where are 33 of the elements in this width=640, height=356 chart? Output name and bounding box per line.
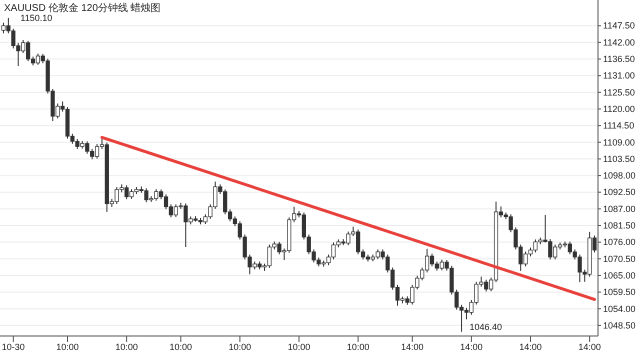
y-tick-label: 1098.00 bbox=[603, 170, 636, 181]
x-tick-label: 10:00 bbox=[115, 342, 138, 352]
y-tick-label: 1087.00 bbox=[603, 204, 636, 214]
x-tick-label: 14:00 bbox=[401, 342, 424, 352]
y-tick-label: 1131.00 bbox=[603, 70, 635, 81]
y-tick-label: 1120.00 bbox=[603, 104, 635, 114]
y-tick-label: 1092.50 bbox=[603, 187, 636, 198]
chart-title: XAUUSD 伦敦金 120分钟线 蜡烛图 bbox=[4, 2, 161, 14]
y-tick-label: 1114.50 bbox=[603, 120, 634, 131]
y-tick-label: 1081.50 bbox=[603, 220, 636, 231]
y-tick-label: 1136.50 bbox=[603, 54, 635, 64]
x-tick-label: 10:00 bbox=[346, 342, 370, 352]
y-tick-label: 1059.50 bbox=[603, 287, 636, 298]
y-tick-label: 1125.50 bbox=[603, 87, 635, 98]
y-tick-label: 1048.50 bbox=[603, 320, 636, 330]
annotation: 1150.10 bbox=[20, 12, 52, 23]
y-tick-label: 1076.00 bbox=[603, 237, 636, 248]
y-tick-label: 1054.00 bbox=[603, 304, 636, 314]
y-tick-label: 1070.50 bbox=[603, 254, 636, 264]
x-tick-label: 10:00 bbox=[56, 342, 79, 352]
x-tick-label: 10:00 bbox=[288, 342, 310, 352]
x-tick-label: 10:00 bbox=[228, 342, 252, 352]
x-tick-label: 14:00 bbox=[519, 342, 542, 352]
x-tick-label: 10:00 bbox=[170, 342, 192, 352]
y-tick-label: 1142.00 bbox=[603, 37, 635, 48]
x-tick-label: 14:00 bbox=[578, 342, 601, 352]
y-tick-label: 1065.00 bbox=[603, 270, 636, 280]
annotation: 1046.40 bbox=[470, 322, 502, 332]
y-tick-label: 1147.50 bbox=[603, 20, 635, 31]
y-tick-label: 1103.50 bbox=[603, 154, 635, 164]
x-tick-label: 14:00 bbox=[460, 342, 483, 352]
x-tick-label: 10-30 bbox=[2, 342, 25, 352]
y-tick-label: 1109.00 bbox=[603, 137, 635, 148]
